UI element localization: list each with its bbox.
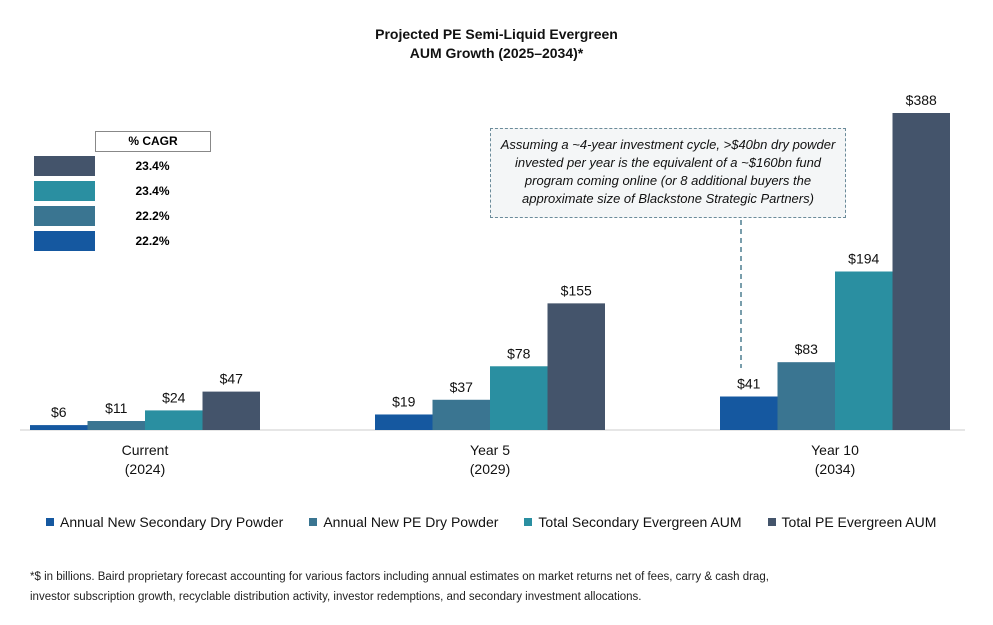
data-label: $41 — [737, 376, 761, 392]
legend-item: Total PE Evergreen AUM — [767, 514, 937, 530]
cagr-value: 23.4% — [135, 184, 170, 198]
legend-swatch — [524, 518, 533, 526]
bar — [547, 303, 605, 430]
data-label: $83 — [795, 341, 819, 357]
cagr-swatch — [34, 231, 95, 251]
cagr-swatch — [34, 156, 95, 176]
bar — [202, 391, 260, 430]
data-label: $37 — [450, 379, 474, 395]
legend-item: Annual New PE Dry Powder — [309, 514, 498, 530]
x-tick-label-year: (2024) — [125, 461, 165, 477]
legend-item: Annual New Secondary Dry Powder — [46, 514, 283, 530]
cagr-swatch — [34, 181, 95, 201]
cagr-swatch — [34, 206, 95, 226]
chart-title-line2: AUM Growth (2025–2034)* — [409, 45, 584, 61]
data-label: $155 — [561, 282, 592, 298]
x-tick-label: Year 10 — [811, 442, 859, 458]
legend-swatch — [767, 518, 776, 526]
data-label: $6 — [51, 404, 67, 420]
cagr-value: 22.2% — [135, 234, 170, 248]
legend-label: Total Secondary Evergreen AUM — [538, 514, 742, 530]
data-label: $194 — [848, 251, 879, 267]
legend-label: Total PE Evergreen AUM — [781, 514, 937, 530]
bar — [432, 399, 490, 430]
x-tick-label: Year 5 — [470, 442, 510, 458]
legend-swatch — [309, 518, 318, 526]
bar — [777, 362, 835, 430]
data-label: $47 — [220, 371, 244, 387]
x-tick-label: Current — [122, 442, 169, 458]
bar — [835, 271, 893, 430]
chart-title-line1: Projected PE Semi-Liquid Evergreen — [375, 26, 618, 42]
legend-label: Annual New Secondary Dry Powder — [60, 514, 284, 530]
data-label: $11 — [105, 400, 128, 416]
bar — [375, 414, 433, 430]
bar — [892, 113, 950, 430]
legend-swatch — [46, 518, 54, 526]
legend-item: Total Secondary Evergreen AUM — [524, 514, 742, 530]
data-label: $388 — [906, 92, 937, 108]
footnote-line2: investor subscription growth, recyclable… — [30, 591, 642, 603]
footnote-line1: *$ in billions. Baird proprietary foreca… — [30, 571, 769, 583]
annotation-box: Assuming a ~4-year investment cycle, >$4… — [490, 128, 846, 218]
bar — [87, 421, 145, 430]
data-label: $24 — [162, 389, 186, 405]
data-label: $78 — [507, 345, 531, 361]
plot-area: $6 $11 $24 $47 Current (2024) $19 $37 $78 $155 Yea… — [20, 92, 965, 477]
legend: Annual New Secondary Dry Powder Annual Ne… — [46, 514, 936, 530]
bar — [30, 425, 88, 430]
bar — [145, 410, 203, 430]
cagr-value: 23.4% — [135, 159, 170, 173]
bar — [720, 396, 778, 430]
bar — [490, 366, 548, 430]
data-label: $19 — [392, 393, 416, 409]
x-tick-label-year: (2029) — [470, 461, 510, 477]
x-tick-label-year: (2034) — [815, 461, 855, 477]
cagr-header: % CAGR — [95, 131, 211, 152]
cagr-value: 22.2% — [135, 209, 170, 223]
legend-label: Annual New PE Dry Powder — [323, 514, 499, 530]
